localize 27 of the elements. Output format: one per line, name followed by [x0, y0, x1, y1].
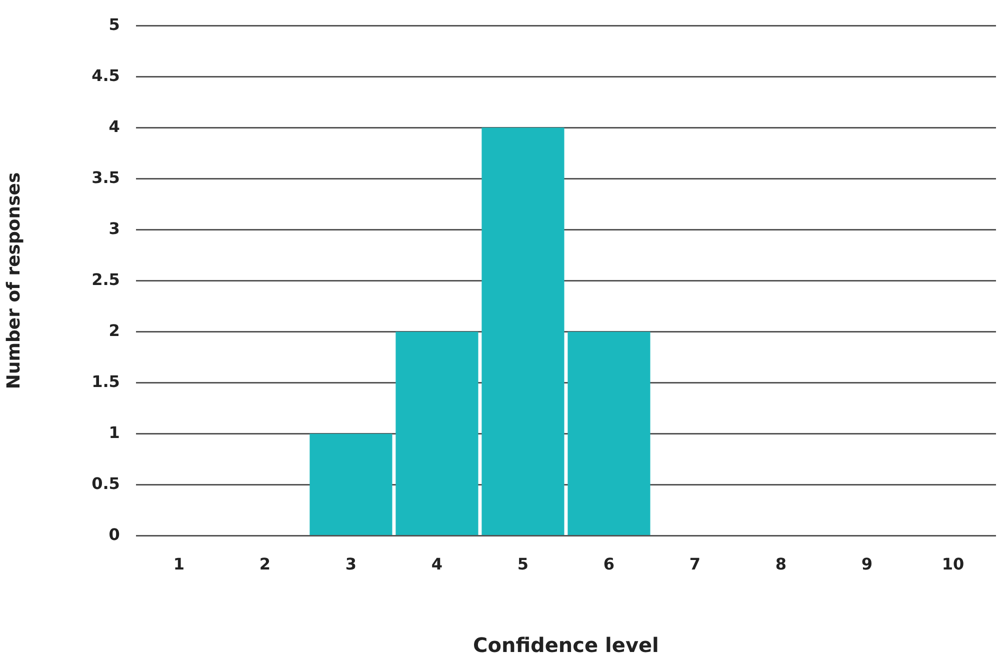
y-tick-label: 0.5 — [92, 474, 120, 493]
y-tick-label: 3.5 — [92, 168, 120, 187]
y-tick-label: 1.5 — [92, 372, 120, 391]
x-tick-label: 5 — [517, 554, 529, 574]
y-tick-label: 5 — [108, 14, 120, 34]
x-tick-label: 6 — [603, 554, 615, 574]
x-tick-label: 7 — [689, 554, 701, 574]
y-tick-label: 3 — [108, 218, 120, 238]
y-tick-label: 2.5 — [92, 270, 120, 289]
x-axis-title: Confidence level — [473, 633, 659, 658]
x-tick-label: 9 — [861, 554, 873, 574]
x-tick-label: 2 — [259, 554, 271, 574]
x-tick-label: 8 — [775, 554, 787, 574]
y-tick-label: 0 — [108, 524, 120, 544]
bar — [482, 128, 564, 536]
x-tick-label: 3 — [345, 554, 357, 574]
bar — [568, 332, 650, 536]
bar — [310, 434, 392, 536]
bar — [396, 332, 478, 536]
y-tick-label: 2 — [108, 320, 120, 340]
y-tick-label: 4 — [108, 116, 120, 136]
y-axis-title: Number of responses — [3, 172, 24, 390]
y-tick-label: 1 — [108, 422, 120, 442]
x-tick-label: 10 — [942, 554, 964, 574]
y-tick-label: 4.5 — [92, 66, 120, 85]
x-tick-label: 1 — [173, 554, 185, 574]
x-tick-label: 4 — [431, 554, 443, 574]
